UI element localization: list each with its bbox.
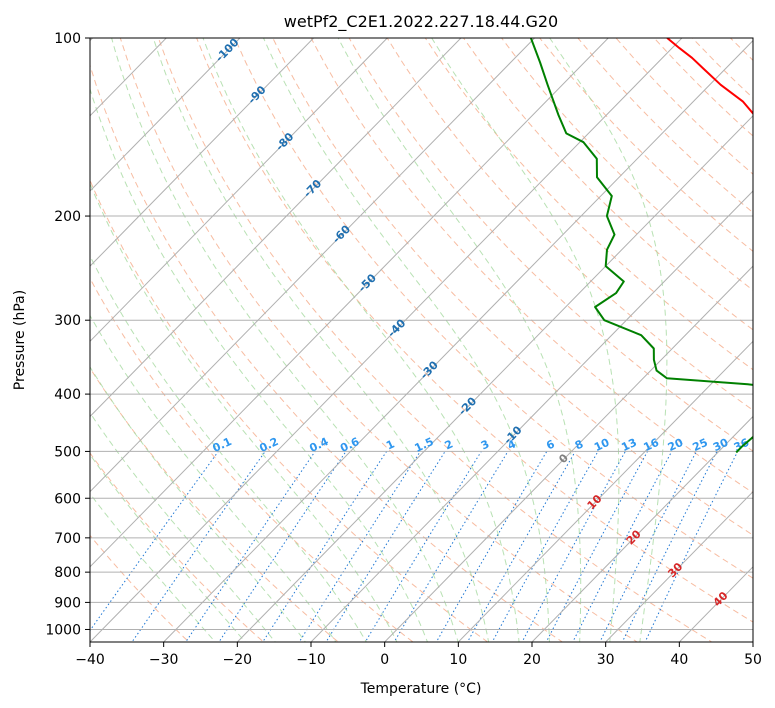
dry-adiabat-line	[90, 179, 489, 642]
dry-adiabat-line	[119, 38, 638, 642]
mixing-ratio-label: 10	[592, 436, 612, 454]
mixing-ratio-label: 20	[666, 436, 686, 454]
moist-adiabat-line	[202, 38, 520, 642]
dry-adiabat-line	[90, 277, 414, 642]
mixing-ratio-label: 13	[619, 436, 638, 454]
x-tick-label: 10	[449, 652, 467, 668]
x-tick-label: −30	[149, 652, 179, 668]
y-tick-label: 1000	[45, 622, 81, 638]
y-tick-label: 500	[54, 444, 81, 460]
isobar-gridlines	[90, 38, 753, 630]
dry-adiabat-line	[90, 452, 265, 642]
isotherm-line	[90, 38, 535, 493]
x-tick-label: 40	[670, 652, 688, 668]
dry-adiabat-line	[90, 63, 564, 642]
dry-adiabat-line	[90, 534, 190, 642]
dry-adiabat-line	[310, 38, 753, 494]
y-tick-label: 100	[54, 31, 81, 47]
isotherm-line	[90, 38, 462, 418]
isotherm-line	[90, 38, 609, 568]
dry-adiabat-line	[234, 38, 753, 579]
plot-frame	[89, 37, 754, 643]
isotherm-line	[90, 38, 314, 267]
mixing-ratio-label: 30	[711, 436, 731, 454]
dry-adiabat-line	[424, 38, 753, 371]
isotherm-line	[457, 340, 753, 642]
dry-adiabat-line	[500, 38, 753, 291]
x-axis-label: Temperature (°C)	[360, 681, 482, 697]
moist-adiabat-line	[549, 38, 668, 642]
isotherm-line	[90, 38, 388, 343]
x-tick-label: 50	[744, 652, 762, 668]
dry-adiabat-line	[386, 38, 753, 411]
plot-area	[90, 38, 753, 642]
y-tick-label: 600	[54, 491, 81, 507]
isotherm-line	[605, 490, 753, 642]
y-tick-label: 400	[54, 387, 81, 403]
isotherm-line	[163, 39, 753, 642]
x-tick-label: −20	[223, 652, 253, 668]
temperature-profile-line	[666, 38, 753, 115]
isotherm-line	[384, 265, 753, 642]
x-tick-label: −40	[75, 652, 105, 668]
mixing-ratio-label: 25	[691, 436, 710, 454]
x-tick-label: 0	[380, 652, 389, 668]
sounding-profiles	[529, 38, 753, 454]
x-tick-label: 30	[597, 652, 615, 668]
x-tick-label: 20	[523, 652, 541, 668]
y-tick-label: 800	[54, 565, 81, 581]
dry-adiabat-line	[751, 0, 775, 654]
y-tick-label: 700	[54, 531, 81, 547]
y-axis-label: Pressure (hPa)	[12, 290, 28, 390]
moist-adiabat-line	[90, 314, 337, 642]
y-tick-label: 200	[54, 209, 81, 225]
dewpoint-profile-line	[529, 38, 753, 454]
dry-adiabat-line	[157, 38, 713, 642]
isotherm-line	[90, 38, 241, 192]
chart-title: wetPf2_C2E1.2022.227.18.44.G20	[284, 12, 558, 32]
isotherm-line	[236, 115, 753, 642]
moist-adiabat-line	[263, 38, 550, 642]
mixing-ratio-label: 36	[732, 436, 752, 454]
isotherm-line	[90, 38, 683, 642]
y-axis: 100 200 300 400 500 600 700 800 900 1000	[45, 31, 90, 638]
isotherm-line	[531, 415, 753, 642]
x-axis: −40 −30 −20 −10 0 10 20 30 40 50	[75, 642, 762, 668]
x-tick-label: −10	[296, 652, 326, 668]
isotherms	[90, 38, 753, 642]
mixing-ratio-label: 16	[642, 436, 662, 454]
isotherm-line	[310, 190, 753, 642]
y-tick-label: 300	[54, 313, 81, 329]
dry-adiabat-line	[272, 38, 753, 536]
y-tick-label: 900	[54, 595, 81, 611]
isotherm-line	[752, 641, 753, 642]
